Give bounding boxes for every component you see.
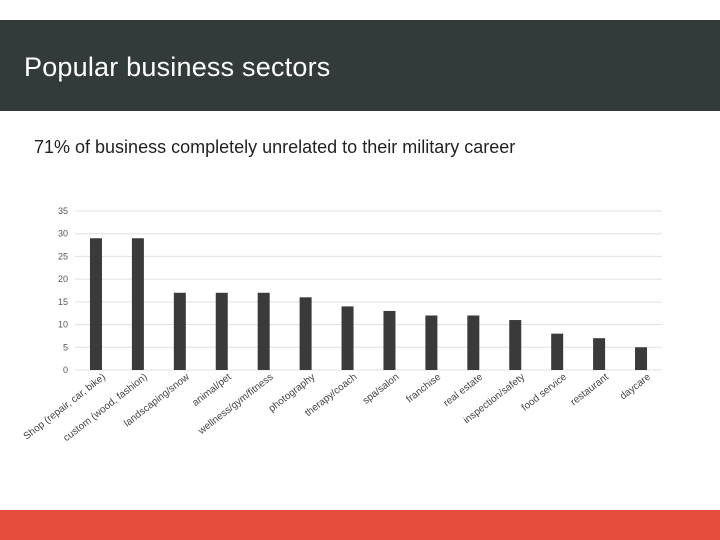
bar [257,292,270,370]
x-tick-label: food service [520,371,570,413]
x-tick-label: daycare [618,371,653,402]
bar [635,347,648,370]
x-tick-label: spa/salon [361,372,402,407]
slide-footer-bar [0,510,720,540]
x-tick-label: wellness/gym/fitness [196,372,276,438]
x-tick-label: custom (wood, fashion) [61,372,149,444]
bar [467,315,480,370]
bar [131,238,144,370]
bar [551,333,564,370]
y-tick-label: 10 [58,320,68,330]
y-tick-label: 35 [58,206,68,216]
y-tick-label: 25 [58,251,68,261]
y-tick-label: 15 [58,297,68,307]
bar [509,320,522,370]
bar [173,292,186,370]
bar [593,338,606,370]
x-tick-label: restaurant [569,372,611,409]
bar [89,238,102,370]
y-tick-label: 0 [63,365,68,375]
bar [425,315,438,370]
slide-title: Popular business sectors [24,52,331,82]
bar [215,292,228,370]
y-tick-label: 20 [58,274,68,284]
y-tick-label: 5 [63,342,68,352]
x-tick-label: franchise [404,371,443,405]
slide-header [0,20,720,111]
slide-subtitle: 71% of business completely unrelated to … [34,137,516,157]
y-tick-label: 30 [58,229,68,239]
bar [341,306,354,370]
bar [383,310,396,370]
bar [299,297,312,370]
